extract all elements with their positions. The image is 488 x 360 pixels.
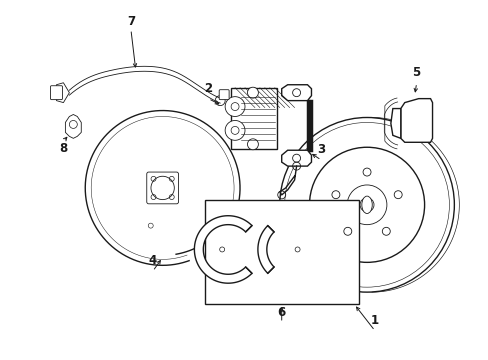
Polygon shape	[56, 83, 69, 103]
Bar	[205, 200, 358, 304]
Circle shape	[359, 198, 373, 212]
Text: 2: 2	[204, 82, 212, 95]
Text: 8: 8	[59, 142, 67, 155]
FancyBboxPatch shape	[219, 90, 229, 100]
Polygon shape	[257, 226, 274, 273]
Polygon shape	[281, 85, 311, 100]
Polygon shape	[400, 99, 432, 142]
Text: 6: 6	[277, 306, 285, 319]
Circle shape	[247, 139, 258, 150]
Polygon shape	[390, 109, 400, 138]
Circle shape	[69, 121, 77, 129]
Polygon shape	[231, 88, 276, 149]
Circle shape	[151, 176, 174, 199]
Circle shape	[224, 96, 244, 117]
Text: 4: 4	[148, 254, 157, 267]
Text: 5: 5	[412, 66, 420, 79]
Circle shape	[231, 103, 239, 111]
Polygon shape	[281, 150, 311, 166]
FancyBboxPatch shape	[146, 172, 178, 204]
Polygon shape	[65, 114, 81, 138]
Text: 3: 3	[317, 143, 325, 156]
Polygon shape	[194, 216, 251, 283]
Text: 7: 7	[126, 15, 135, 28]
FancyBboxPatch shape	[50, 86, 62, 100]
Ellipse shape	[361, 196, 371, 213]
Circle shape	[224, 121, 244, 140]
Circle shape	[247, 87, 258, 98]
Circle shape	[231, 126, 239, 134]
Text: 1: 1	[370, 314, 378, 327]
